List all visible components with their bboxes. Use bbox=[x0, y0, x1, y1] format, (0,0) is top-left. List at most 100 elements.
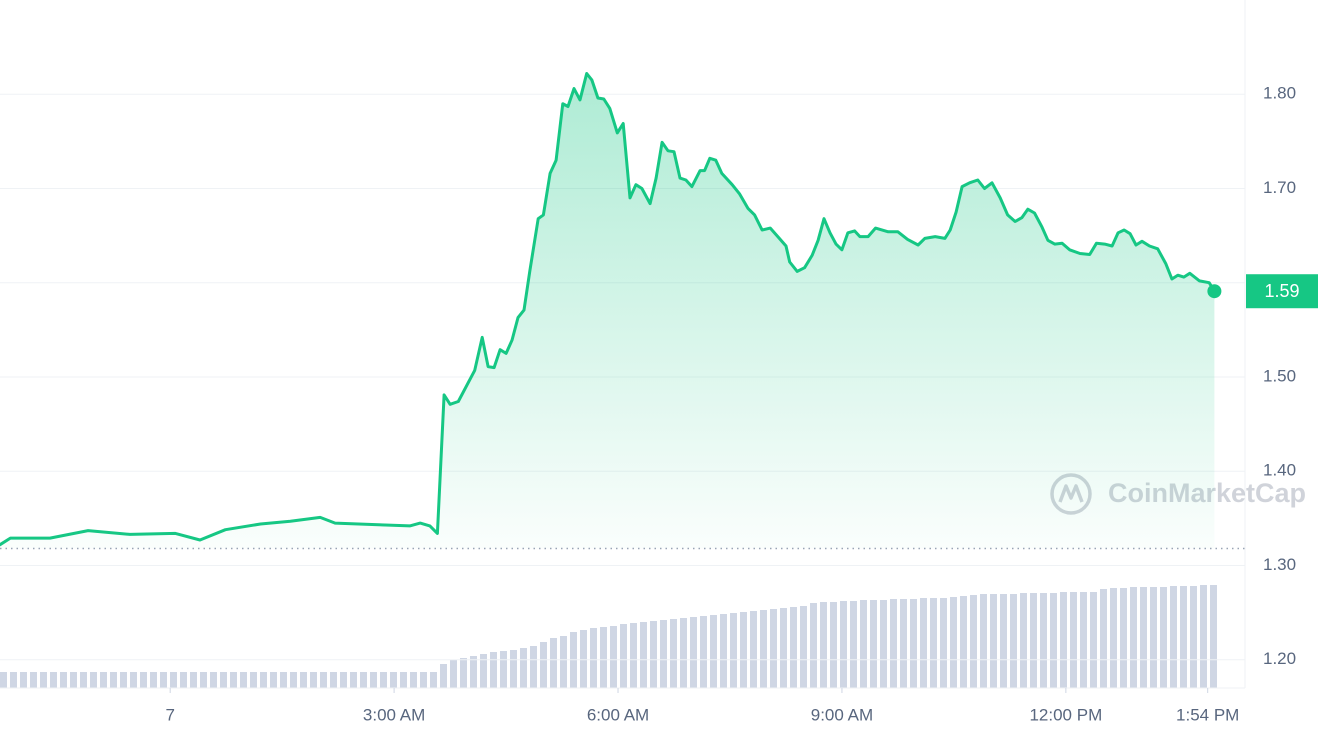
volume-bar bbox=[800, 606, 807, 688]
volume-bar bbox=[950, 597, 957, 688]
volume-bar bbox=[480, 654, 487, 688]
volume-bar bbox=[1090, 592, 1097, 688]
volume-bar bbox=[680, 618, 687, 688]
volume-bar bbox=[370, 672, 377, 688]
volume-bar bbox=[620, 624, 627, 688]
volume-bar bbox=[590, 628, 597, 688]
volume-bar bbox=[80, 672, 87, 688]
y-tick-label: 1.80 bbox=[1263, 84, 1296, 103]
volume-bar bbox=[1120, 588, 1127, 688]
y-tick-label: 1.40 bbox=[1263, 461, 1296, 480]
volume-bar bbox=[490, 652, 497, 688]
price-badge-label: 1.59 bbox=[1264, 281, 1299, 301]
volume-bar bbox=[690, 617, 697, 688]
volume-bar bbox=[1110, 588, 1117, 688]
volume-bar bbox=[300, 672, 307, 688]
volume-bar bbox=[660, 620, 667, 688]
price-badge bbox=[1246, 274, 1318, 309]
y-tick-label: 1.30 bbox=[1263, 555, 1296, 574]
volume-bar bbox=[220, 672, 227, 688]
volume-bar bbox=[460, 658, 467, 688]
volume-bar bbox=[200, 672, 207, 688]
x-tick-label: 1:54 PM bbox=[1176, 705, 1239, 724]
volume-bar bbox=[1060, 592, 1067, 688]
x-tick-label: 3:00 AM bbox=[363, 705, 425, 724]
volume-bar bbox=[1180, 586, 1187, 688]
volume-bar bbox=[670, 619, 677, 688]
volume-bar bbox=[710, 615, 717, 688]
volume-bar bbox=[430, 672, 437, 688]
volume-bar bbox=[190, 672, 197, 688]
volume-bar bbox=[990, 594, 997, 688]
volume-bar bbox=[420, 672, 427, 688]
volume-bar bbox=[290, 672, 297, 688]
volume-bar bbox=[360, 672, 367, 688]
volume-bar bbox=[1150, 587, 1157, 688]
volume-bar bbox=[100, 672, 107, 688]
volume-bar bbox=[110, 672, 117, 688]
volume-bar bbox=[630, 623, 637, 688]
volume-bar bbox=[50, 672, 57, 688]
volume-bar bbox=[580, 630, 587, 688]
volume-bar bbox=[830, 602, 837, 688]
volume-bar bbox=[900, 599, 907, 688]
volume-bar bbox=[240, 672, 247, 688]
volume-bar bbox=[790, 607, 797, 688]
volume-bar bbox=[520, 648, 527, 688]
volume-bar bbox=[410, 672, 417, 688]
volume-bar bbox=[230, 672, 237, 688]
volume-bar bbox=[1010, 594, 1017, 688]
volume-bar bbox=[1210, 585, 1217, 688]
volume-bar bbox=[970, 595, 977, 688]
volume-bar bbox=[350, 672, 357, 688]
y-tick-label: 1.50 bbox=[1263, 366, 1296, 385]
x-tick-label: 6:00 AM bbox=[587, 705, 649, 724]
volume-bar bbox=[390, 672, 397, 688]
volume-bar bbox=[1140, 587, 1147, 688]
volume-bar bbox=[1190, 586, 1197, 688]
volume-bar bbox=[160, 672, 167, 688]
y-tick-label: 1.20 bbox=[1263, 649, 1296, 668]
volume-bar bbox=[890, 599, 897, 688]
volume-bar bbox=[380, 672, 387, 688]
price-area bbox=[0, 73, 1215, 549]
volume-bar bbox=[140, 672, 147, 688]
volume-bar bbox=[820, 602, 827, 688]
volume-bar bbox=[1070, 592, 1077, 688]
volume-bar bbox=[940, 598, 947, 688]
volume-bar bbox=[610, 626, 617, 688]
volume-bar bbox=[980, 594, 987, 688]
volume-bar bbox=[250, 672, 257, 688]
volume-bar bbox=[10, 672, 17, 688]
volume-bar bbox=[960, 596, 967, 688]
volume-bar bbox=[750, 611, 757, 688]
volume-bar bbox=[400, 672, 407, 688]
volume-bar bbox=[730, 613, 737, 688]
volume-bar bbox=[470, 656, 477, 688]
volume-bar bbox=[1050, 593, 1057, 688]
volume-bar bbox=[1040, 593, 1047, 688]
volume-bar bbox=[260, 672, 267, 688]
volume-bar bbox=[870, 600, 877, 688]
volume-bar bbox=[210, 672, 217, 688]
volume-bar bbox=[780, 608, 787, 688]
volume-bar bbox=[1200, 585, 1207, 688]
volume-bar bbox=[510, 650, 517, 688]
volume-bar bbox=[1030, 593, 1037, 688]
volume-bar bbox=[880, 600, 887, 688]
volume-bar bbox=[60, 672, 67, 688]
volume-bar bbox=[40, 672, 47, 688]
price-line bbox=[0, 72, 1216, 547]
volume-bar bbox=[1160, 587, 1167, 688]
volume-bar bbox=[850, 601, 857, 688]
volume-bar bbox=[1130, 587, 1137, 688]
volume-bar bbox=[0, 672, 7, 688]
volume-bar bbox=[640, 622, 647, 688]
volume-bar bbox=[180, 672, 187, 688]
volume-bar bbox=[1100, 589, 1107, 688]
volume-bar bbox=[740, 612, 747, 688]
volume-bar bbox=[320, 672, 327, 688]
volume-bar bbox=[810, 603, 817, 688]
